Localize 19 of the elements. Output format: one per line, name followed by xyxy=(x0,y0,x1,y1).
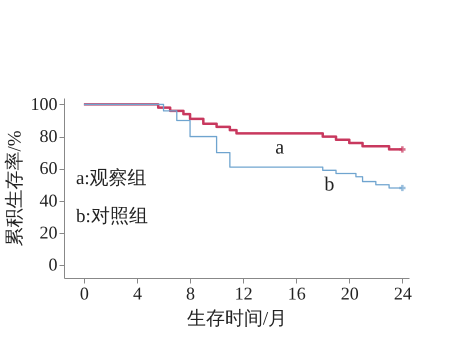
y-tick-label: 0 xyxy=(48,254,58,275)
annotation: a:观察组 xyxy=(76,167,147,189)
series-label: a xyxy=(275,136,284,158)
y-tick-label: 80 xyxy=(40,126,58,146)
x-tick-label: 12 xyxy=(234,284,253,304)
x-axis-title: 生存时间/月 xyxy=(186,308,288,330)
y-tick-label: 100 xyxy=(30,94,58,114)
y-tick-label: 40 xyxy=(40,190,58,210)
series-label: b xyxy=(324,173,334,196)
x-tick-label: 4 xyxy=(132,284,142,304)
x-tick-label: 20 xyxy=(340,284,359,304)
y-axis-title: 累积生存率/% xyxy=(4,130,26,247)
y-tick-label: 60 xyxy=(40,158,58,178)
y-tick-label: 20 xyxy=(40,222,58,242)
x-tick-label: 8 xyxy=(186,284,196,304)
x-tick-label: 16 xyxy=(288,284,306,304)
x-tick-label: 0 xyxy=(80,284,89,304)
x-tick-label: 24 xyxy=(394,284,412,304)
annotation: b:对照组 xyxy=(76,206,148,227)
